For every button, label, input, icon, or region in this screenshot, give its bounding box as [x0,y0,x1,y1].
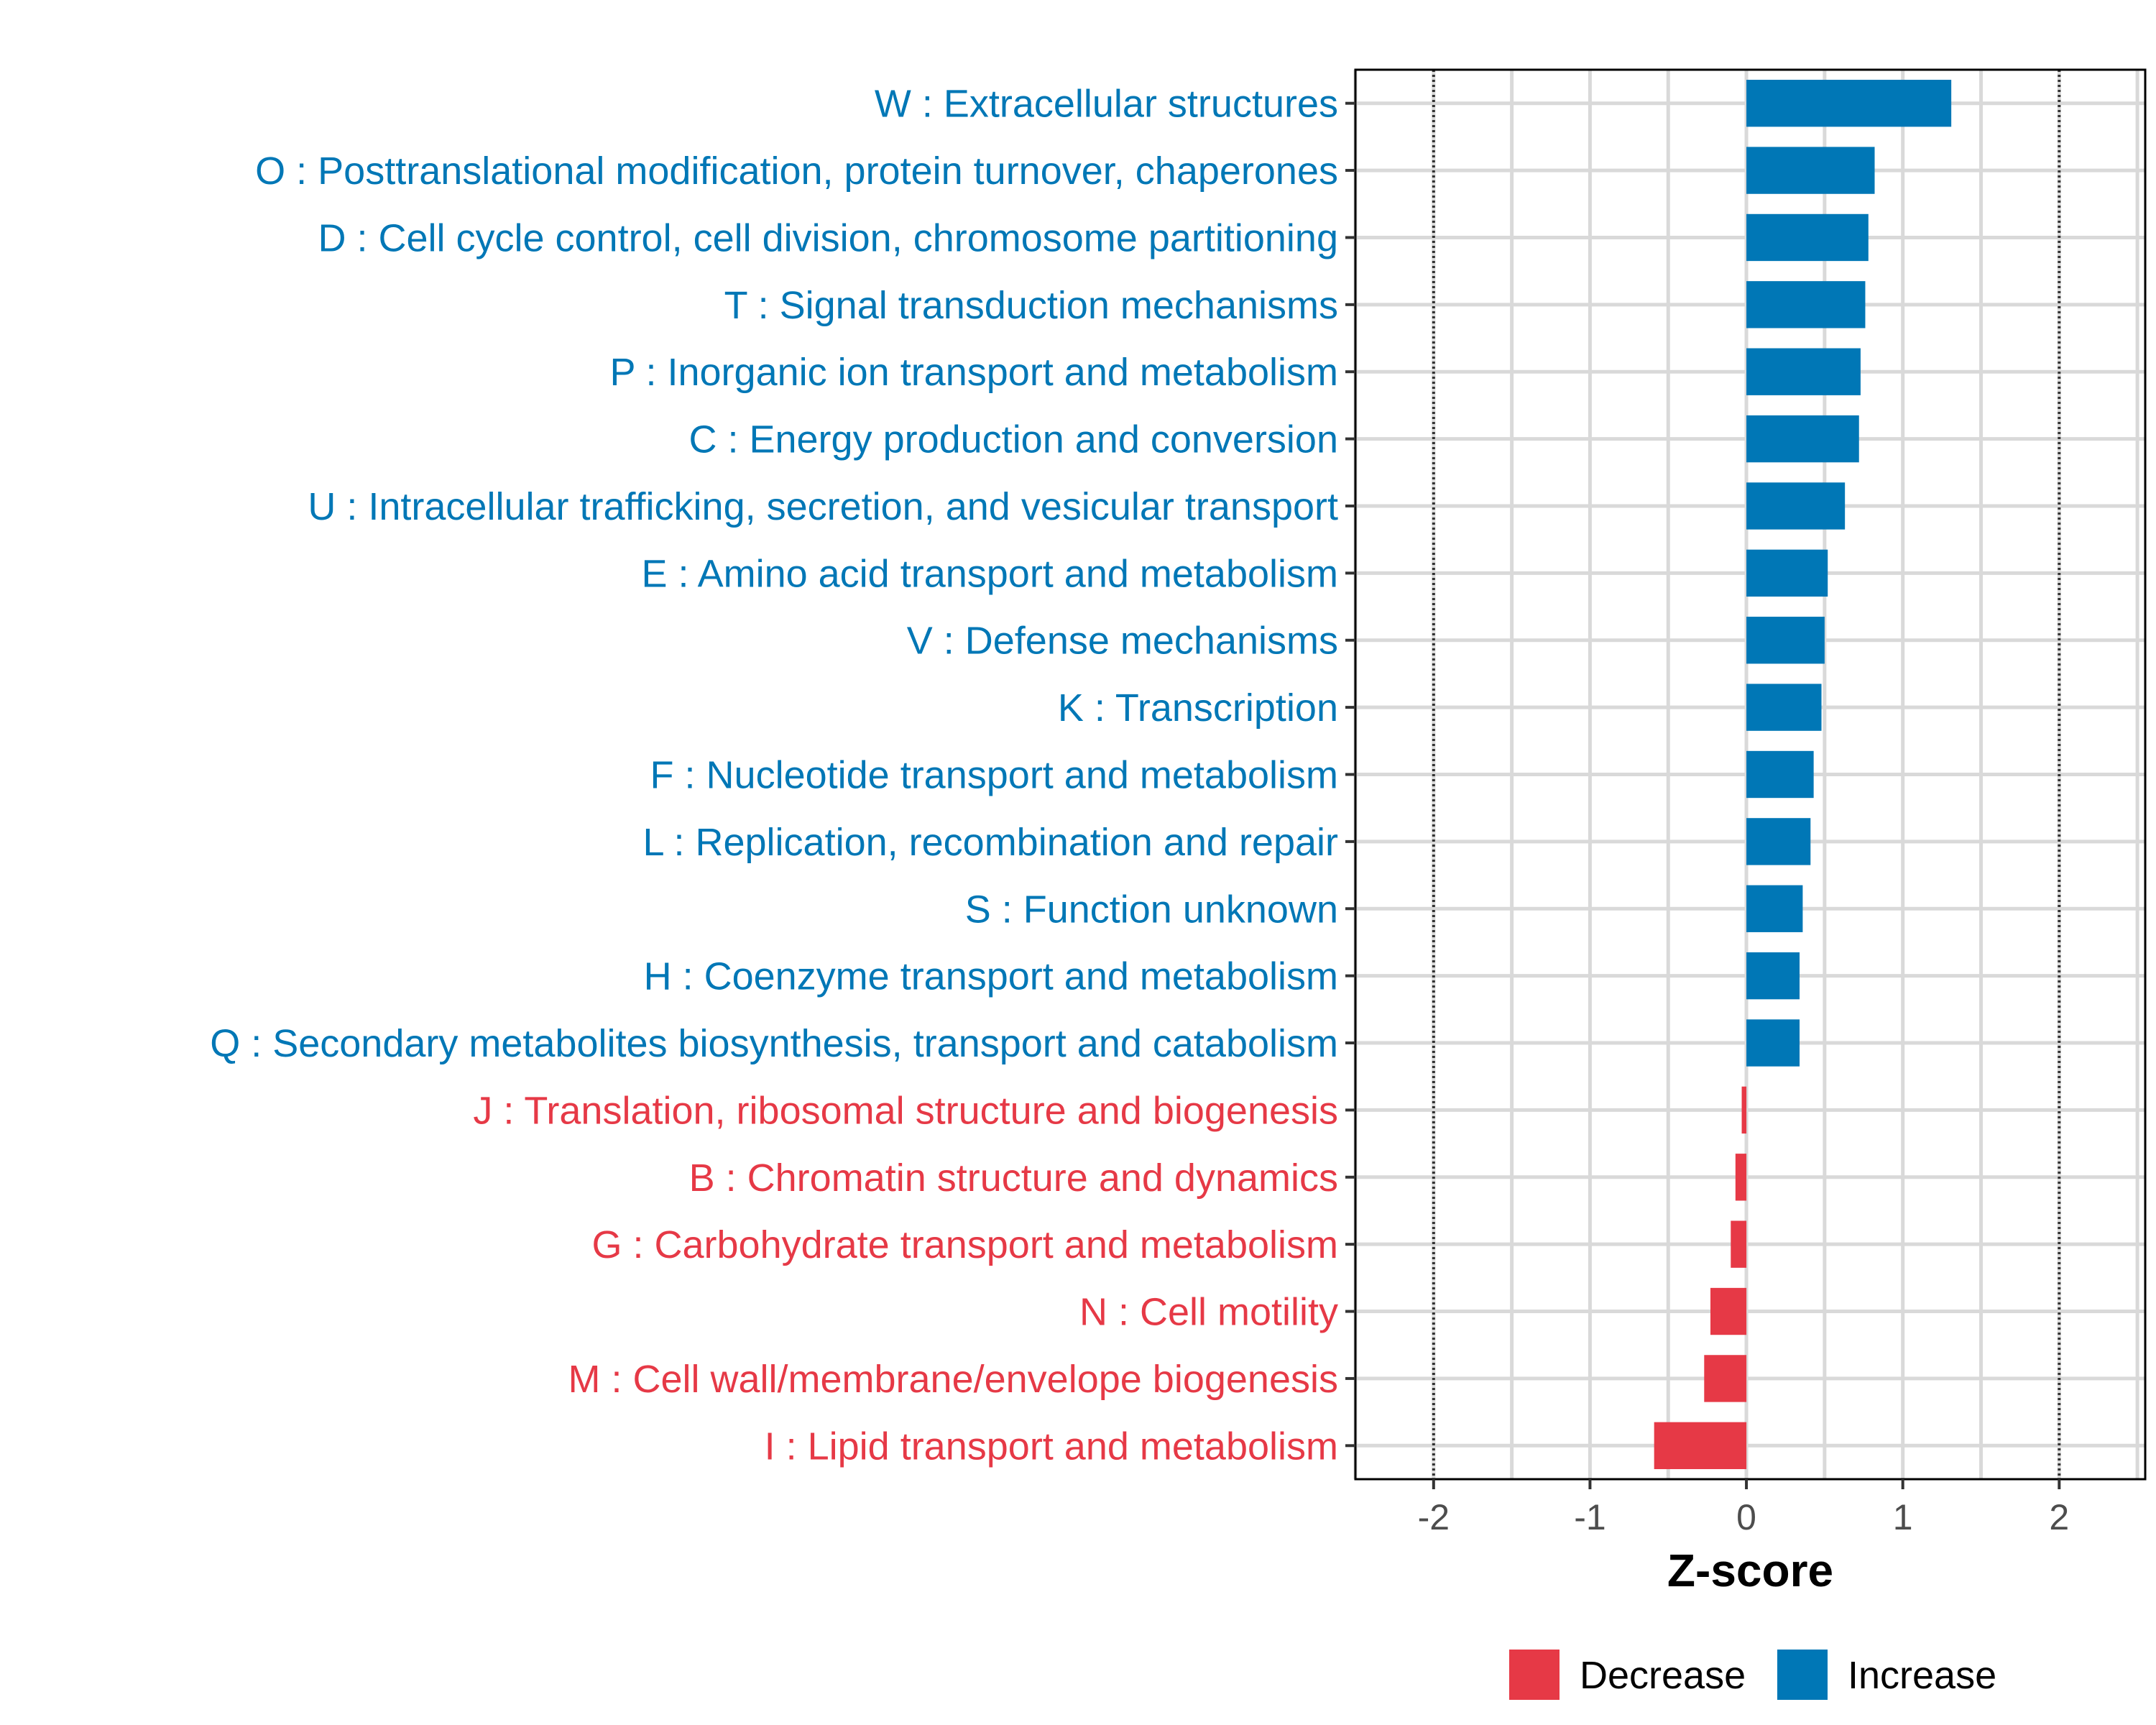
bar-increase [1746,684,1822,731]
category-label: U : Intracellular trafficking, secretion… [308,485,1338,528]
x-tick-label: 2 [2049,1497,2069,1537]
bar-increase [1746,952,1800,1000]
bar-increase [1746,617,1825,664]
bar-increase [1746,415,1859,463]
category-label: H : Coenzyme transport and metabolism [644,955,1338,998]
legend: Decrease Increase [1509,1650,1996,1700]
bar-decrease [1704,1355,1747,1402]
legend-swatch-decrease [1509,1650,1560,1700]
bar-increase [1746,750,1814,799]
bars [1654,80,1952,1469]
bar-increase [1746,818,1811,865]
bar-increase [1746,147,1875,194]
bar-decrease [1710,1287,1747,1335]
legend-swatch-increase [1777,1650,1828,1700]
category-label: V : Defense mechanisms [907,620,1338,663]
category-label: D : Cell cycle control, cell division, c… [318,216,1338,259]
category-label: I : Lipid transport and metabolism [765,1425,1338,1468]
x-tick-label: 1 [1893,1497,1913,1537]
category-label: T : Signal transduction mechanisms [724,284,1338,327]
bar-increase [1746,348,1861,395]
category-labels: W : Extracellular structures O : Posttran… [210,83,1355,1468]
bar-increase [1746,1019,1800,1067]
bar-increase [1746,482,1846,530]
category-label: C : Energy production and conversion [688,418,1338,461]
category-label: J : Translation, ribosomal structure and… [473,1089,1338,1132]
category-label: G : Carbohydrate transport and metabolis… [592,1223,1339,1266]
x-tick-label: -1 [1574,1497,1606,1537]
category-label: M : Cell wall/membrane/envelope biogenes… [568,1358,1338,1401]
x-tick-label: 0 [1736,1497,1756,1537]
legend-label-decrease: Decrease [1580,1654,1746,1697]
category-label: N : Cell motility [1079,1291,1338,1334]
x-axis-title: Z-score [1667,1545,1833,1596]
x-axis-ticks: -2 -1 0 1 2 [1418,1479,2069,1537]
category-label: W : Extracellular structures [875,83,1338,126]
bar-decrease [1654,1422,1747,1469]
bar-increase [1746,213,1869,262]
reference-lines [1432,70,2061,1479]
bar-increase [1746,885,1803,932]
category-label: E : Amino acid transport and metabolism [642,552,1338,595]
bar-increase [1746,281,1866,328]
category-label: B : Chromatin structure and dynamics [689,1156,1338,1200]
category-label: K : Transcription [1058,686,1338,730]
legend-label-increase: Increase [1848,1654,1996,1697]
category-label: Q : Secondary metabolites biosynthesis, … [210,1022,1338,1065]
bar-increase [1746,549,1828,597]
category-label: L : Replication, recombination and repai… [642,821,1338,864]
bar-decrease [1741,1086,1747,1134]
category-label: F : Nucleotide transport and metabolism [650,754,1338,797]
bar-decrease [1731,1220,1747,1268]
bar-increase [1746,80,1952,127]
category-label: P : Inorganic ion transport and metaboli… [609,351,1338,394]
category-label: O : Posttranslational modification, prot… [255,150,1338,193]
category-label: S : Function unknown [965,888,1338,931]
bar-decrease [1735,1154,1747,1201]
x-tick-label: -2 [1418,1497,1450,1537]
